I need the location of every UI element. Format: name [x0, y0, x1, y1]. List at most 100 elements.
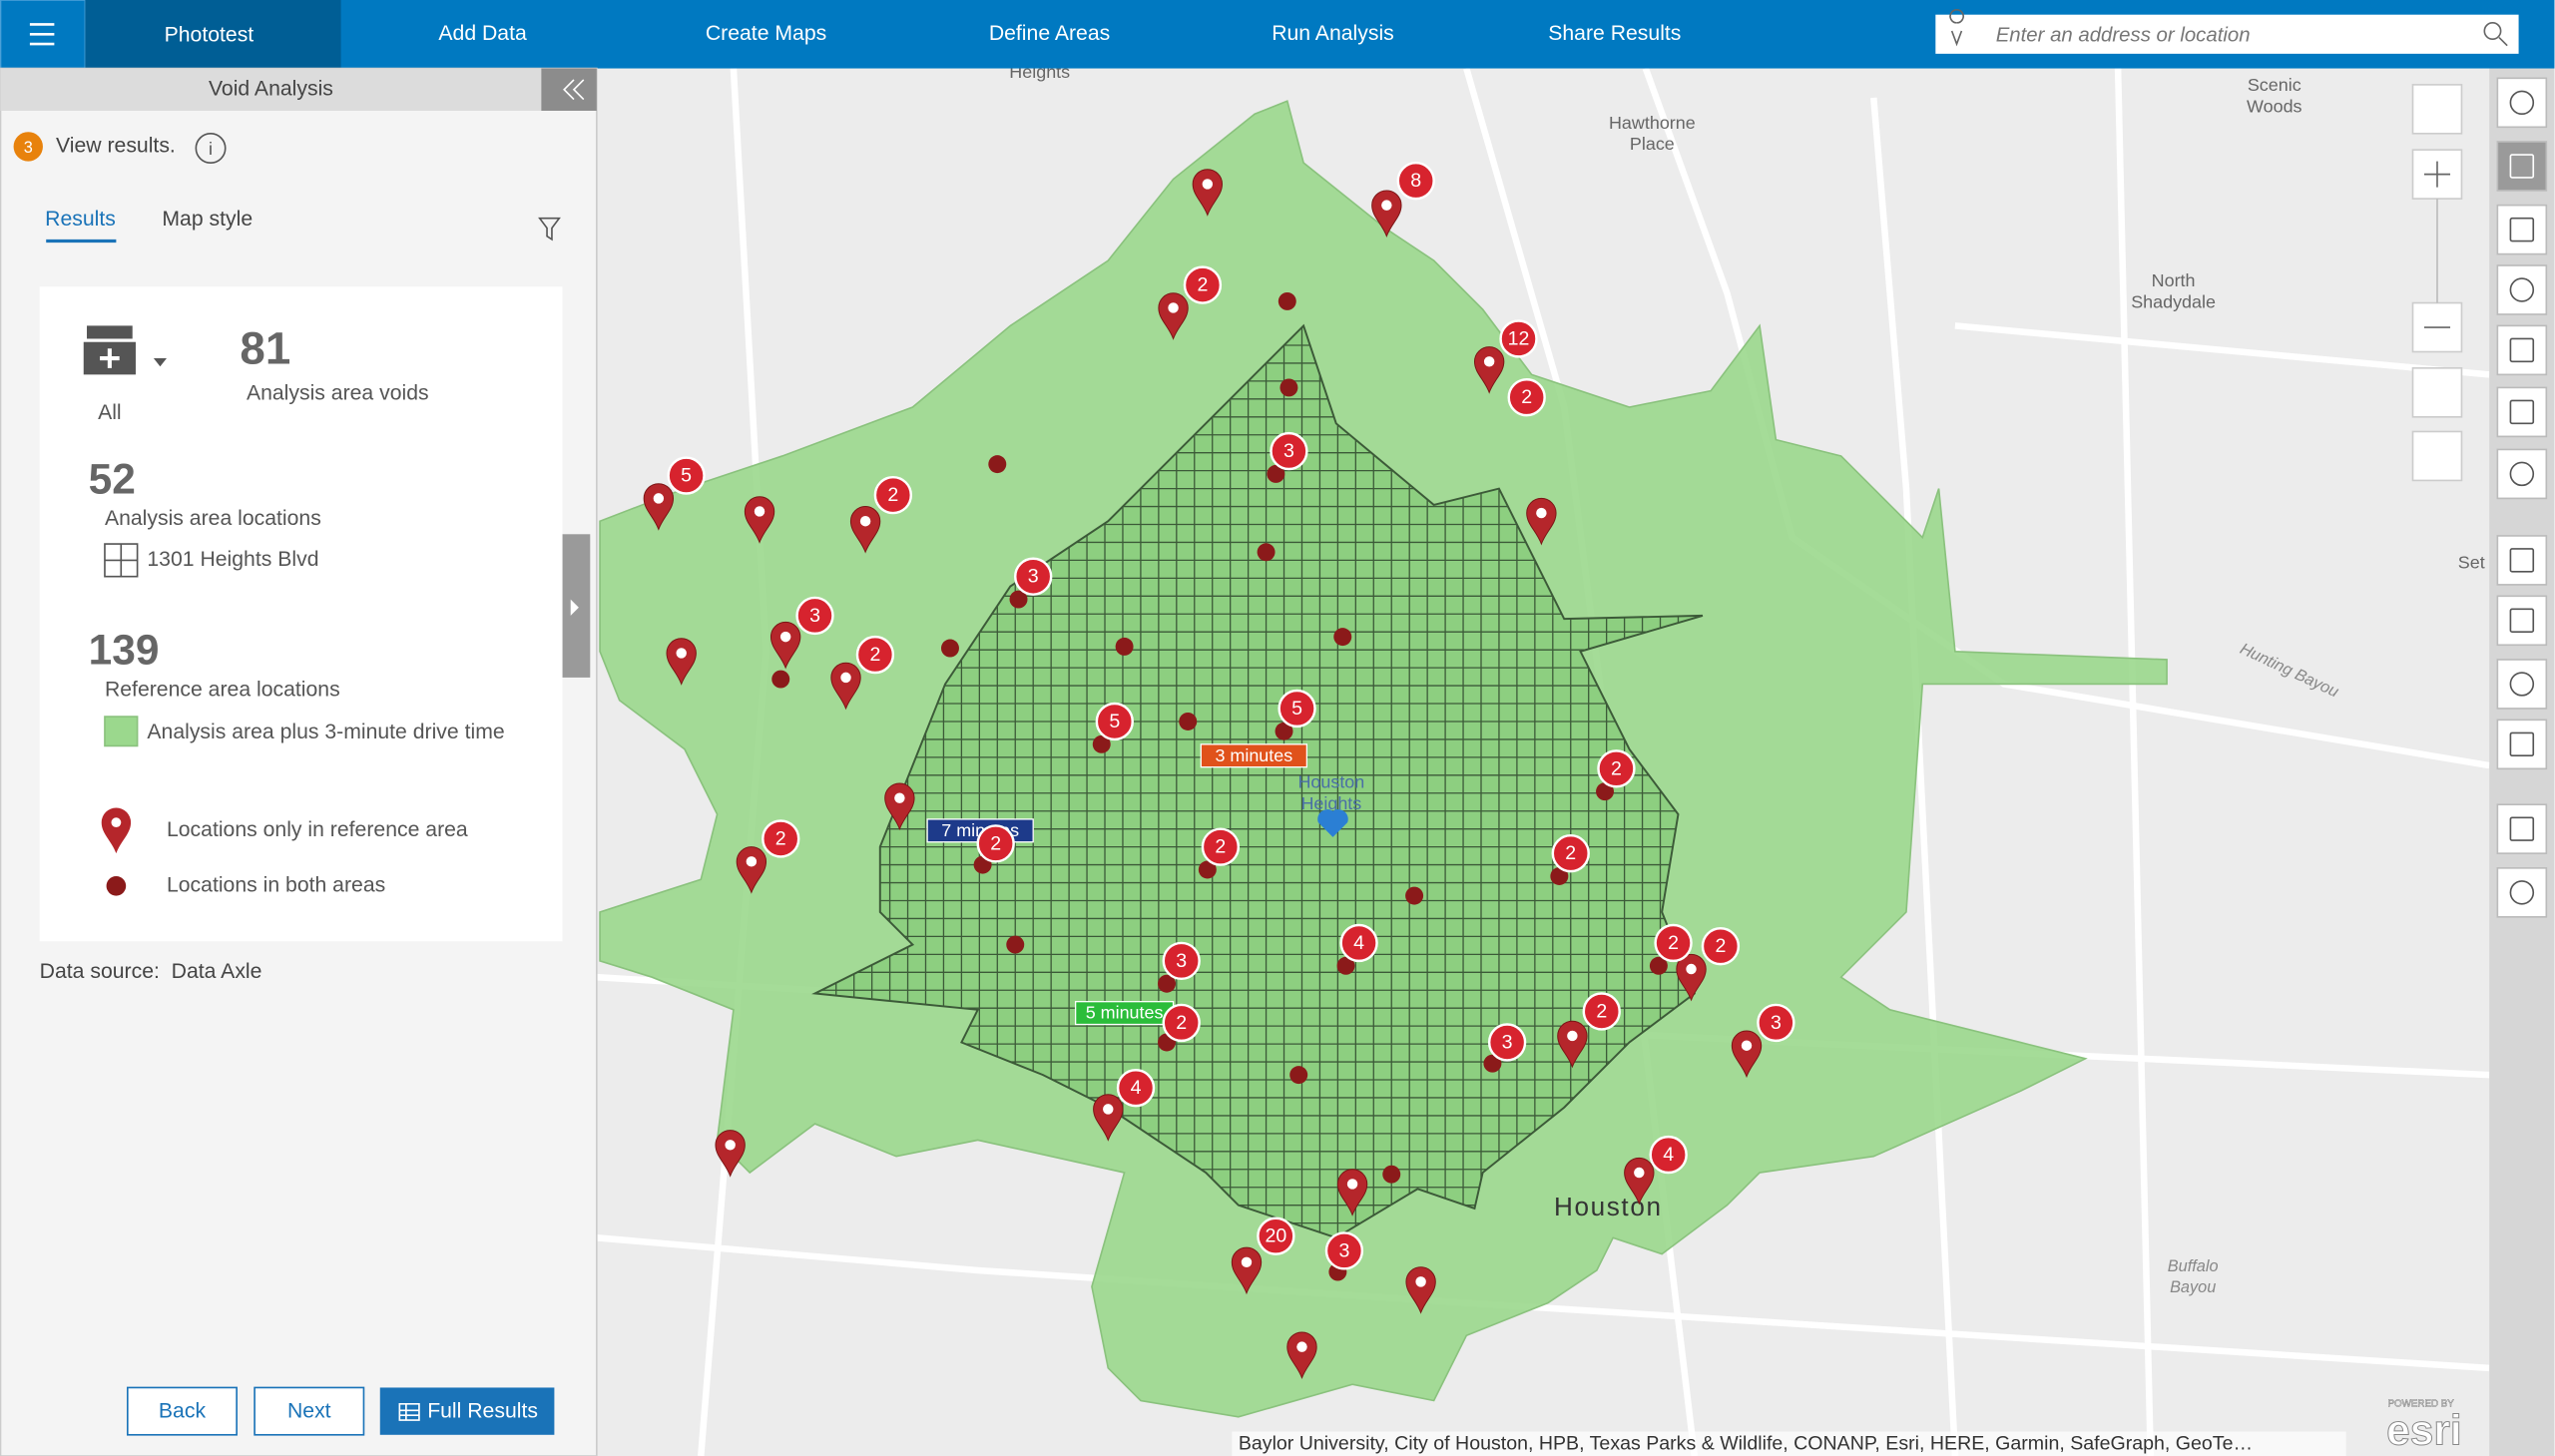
- cluster[interactable]: [1499, 319, 1538, 358]
- cluster[interactable]: [1116, 1068, 1156, 1108]
- cluster[interactable]: [1507, 378, 1546, 417]
- tab-results[interactable]: Results: [45, 208, 116, 231]
- pin-hole: [1202, 179, 1214, 190]
- cluster[interactable]: [1257, 1216, 1295, 1255]
- location-dot: [1009, 590, 1028, 609]
- cluster[interactable]: [1582, 992, 1621, 1031]
- reference-pin[interactable]: [1286, 1331, 1317, 1380]
- reference-pin[interactable]: [715, 1130, 746, 1178]
- app-tab[interactable]: [85, 0, 341, 69]
- tool-button[interactable]: [2496, 324, 2548, 376]
- tool-button[interactable]: [2496, 719, 2548, 770]
- tool-button[interactable]: [2496, 264, 2548, 315]
- cluster[interactable]: [1183, 265, 1223, 304]
- tool-button[interactable]: [2496, 77, 2548, 129]
- reference-pin[interactable]: [643, 483, 675, 531]
- tool-button[interactable]: [2496, 803, 2548, 854]
- tool-button[interactable]: [2496, 867, 2548, 918]
- cluster[interactable]: [1597, 749, 1636, 788]
- back-button[interactable]: [126, 1386, 238, 1436]
- tool-button[interactable]: [2496, 141, 2548, 192]
- reference-pin[interactable]: [744, 496, 775, 544]
- road: [1870, 97, 1959, 1456]
- reference-pin[interactable]: [849, 506, 881, 554]
- cluster[interactable]: [1162, 1003, 1201, 1043]
- cluster-count: 3: [1028, 566, 1039, 588]
- cluster[interactable]: [1270, 431, 1308, 471]
- tool-button[interactable]: [2496, 535, 2548, 586]
- cluster[interactable]: [1487, 1023, 1527, 1062]
- reference-pin[interactable]: [769, 622, 801, 670]
- reference-pin[interactable]: [1731, 1030, 1763, 1079]
- cluster[interactable]: [762, 819, 800, 858]
- cluster[interactable]: [1396, 161, 1435, 201]
- category-dropdown[interactable]: [153, 358, 167, 367]
- nav-tab[interactable]: Add Data: [438, 22, 527, 45]
- cluster[interactable]: [1278, 689, 1316, 728]
- tool-button[interactable]: [2496, 204, 2548, 255]
- cluster[interactable]: [1095, 702, 1134, 741]
- collapse-button[interactable]: [541, 68, 597, 111]
- tool-button[interactable]: [2496, 448, 2548, 500]
- filter-button[interactable]: [538, 217, 561, 242]
- reference-pin[interactable]: [1192, 169, 1224, 217]
- location-dot: [1483, 1054, 1502, 1073]
- location-dot: [1289, 1066, 1308, 1085]
- cluster-count: 3: [1338, 1239, 1349, 1261]
- cluster[interactable]: [873, 475, 913, 515]
- cluster[interactable]: [976, 824, 1015, 863]
- cluster[interactable]: [795, 596, 834, 636]
- nav-tab[interactable]: Define Areas: [989, 22, 1110, 45]
- cluster[interactable]: [1701, 927, 1741, 966]
- reference-pin[interactable]: [1336, 1169, 1368, 1216]
- info-button[interactable]: [195, 133, 227, 165]
- basemap-button[interactable]: [2411, 84, 2463, 135]
- tool-button[interactable]: [2496, 386, 2548, 438]
- nav-tab[interactable]: Create Maps: [706, 22, 826, 45]
- search-box[interactable]: [1935, 14, 2519, 54]
- reference-pin[interactable]: [1624, 1157, 1655, 1206]
- cluster[interactable]: [667, 456, 706, 495]
- cluster-count: 2: [887, 484, 898, 506]
- tool-button[interactable]: [2496, 659, 2548, 710]
- cluster[interactable]: [1654, 923, 1693, 963]
- location-dot: [1278, 291, 1296, 310]
- logo-caption: POWERED BY: [2388, 1398, 2455, 1409]
- cluster[interactable]: [1324, 1231, 1364, 1270]
- zoom-icons: [2423, 161, 2451, 328]
- tool-button[interactable]: [2496, 595, 2548, 647]
- cluster[interactable]: [1649, 1135, 1688, 1175]
- tab-map-style[interactable]: Map style: [162, 208, 253, 231]
- nav-tab[interactable]: Share Results: [1548, 22, 1681, 45]
- tool-icon: [2509, 337, 2535, 363]
- app-name: Phototest: [165, 24, 255, 47]
- cluster[interactable]: [1339, 923, 1378, 963]
- reference-pin[interactable]: [1371, 190, 1402, 239]
- reference-pin[interactable]: [666, 638, 697, 686]
- cluster[interactable]: [1201, 827, 1241, 866]
- reference-pin[interactable]: [1405, 1266, 1436, 1314]
- search-icon[interactable]: [2483, 22, 2502, 40]
- cluster[interactable]: [1551, 833, 1590, 873]
- locate-button[interactable]: [2411, 430, 2463, 482]
- next-button[interactable]: [254, 1386, 365, 1436]
- tool-icon: [2509, 880, 2535, 905]
- cluster[interactable]: [1162, 941, 1201, 981]
- reference-pin[interactable]: [830, 662, 861, 711]
- reference-pin[interactable]: [1093, 1094, 1124, 1142]
- cluster[interactable]: [1014, 557, 1053, 596]
- reference-pin[interactable]: [1158, 292, 1189, 340]
- nav-tab[interactable]: Run Analysis: [1272, 22, 1394, 45]
- cluster[interactable]: [855, 635, 895, 675]
- reference-pin[interactable]: [1526, 497, 1557, 546]
- reference-pin[interactable]: [1231, 1246, 1263, 1295]
- reference-pin[interactable]: [1676, 953, 1707, 1002]
- reference-pin[interactable]: [884, 782, 915, 831]
- location-dot: [1649, 956, 1668, 975]
- place-label: Woods: [2247, 96, 2302, 116]
- reference-pin[interactable]: [736, 846, 767, 894]
- reference-pin[interactable]: [1473, 346, 1505, 394]
- home-button[interactable]: [2411, 367, 2463, 418]
- cluster[interactable]: [1757, 1003, 1795, 1043]
- reference-pin[interactable]: [1557, 1020, 1588, 1069]
